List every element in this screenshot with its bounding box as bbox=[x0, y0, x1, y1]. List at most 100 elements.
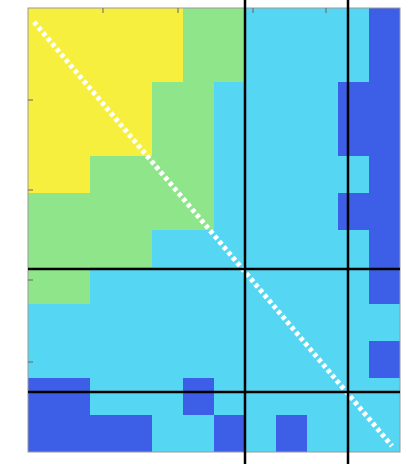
heatmap-cell bbox=[59, 45, 91, 83]
heatmap-cell bbox=[307, 156, 339, 194]
heatmap-cell bbox=[152, 341, 184, 379]
heatmap-cell bbox=[121, 119, 153, 157]
heatmap-cell bbox=[183, 415, 215, 453]
heatmap-cell bbox=[152, 82, 184, 120]
heatmap-cell bbox=[338, 267, 370, 305]
heatmap-cell bbox=[276, 230, 308, 268]
heatmap-cell bbox=[214, 8, 246, 46]
heatmap-cell bbox=[214, 193, 246, 231]
heatmap-cell bbox=[121, 378, 153, 416]
heatmap-cell bbox=[152, 193, 184, 231]
heatmap-cell bbox=[152, 8, 184, 46]
tick-marks bbox=[28, 8, 327, 363]
heatmap-cell bbox=[121, 8, 153, 46]
heatmap-cell bbox=[245, 193, 277, 231]
heatmap-cell bbox=[90, 82, 122, 120]
heatmap-cell bbox=[276, 267, 308, 305]
heatmap-cell bbox=[245, 267, 277, 305]
heatmap-cell bbox=[152, 230, 184, 268]
heatmap-cell bbox=[183, 82, 215, 120]
heatmap-cell bbox=[121, 156, 153, 194]
heatmap-cell bbox=[369, 378, 401, 416]
heatmap-cell bbox=[276, 156, 308, 194]
heatmap-cell bbox=[369, 230, 401, 268]
heatmap-cell bbox=[59, 304, 91, 342]
heatmap-cell bbox=[90, 8, 122, 46]
heatmap-cell bbox=[59, 193, 91, 231]
heatmap-cell bbox=[121, 193, 153, 231]
heatmap-cell bbox=[59, 341, 91, 379]
heatmap-cell bbox=[307, 415, 339, 453]
heatmap-cell bbox=[28, 304, 60, 342]
heatmap-cell bbox=[59, 415, 91, 453]
heatmap-cell bbox=[214, 82, 246, 120]
heatmap-cell bbox=[245, 230, 277, 268]
heatmap-cell bbox=[276, 82, 308, 120]
heatmap-cell bbox=[245, 82, 277, 120]
heatmap-cell bbox=[369, 119, 401, 157]
heatmap-cell bbox=[121, 82, 153, 120]
heatmap-cell bbox=[338, 304, 370, 342]
heatmap-cell bbox=[90, 45, 122, 83]
plot-frame bbox=[27, 7, 401, 453]
heatmap-cell bbox=[245, 415, 277, 453]
heatmap-cell bbox=[307, 119, 339, 157]
heatmap-cell bbox=[28, 267, 60, 305]
heatmap-cell bbox=[307, 378, 339, 416]
heatmap-cell bbox=[214, 230, 246, 268]
heatmap-cell bbox=[307, 8, 339, 46]
heatmap-cell bbox=[183, 230, 215, 268]
heatmap-cell bbox=[307, 193, 339, 231]
heatmap-cells bbox=[28, 8, 401, 453]
heatmap-cell bbox=[152, 304, 184, 342]
heatmap-cell bbox=[338, 8, 370, 46]
heatmap-cell bbox=[152, 378, 184, 416]
heatmap-cell bbox=[152, 267, 184, 305]
heatmap-cell bbox=[59, 230, 91, 268]
heatmap-cell bbox=[152, 156, 184, 194]
heatmap-cell bbox=[28, 230, 60, 268]
heatmap-cell bbox=[28, 156, 60, 194]
heatmap-cell bbox=[183, 156, 215, 194]
heatmap-cell bbox=[307, 230, 339, 268]
heatmap-cell bbox=[276, 193, 308, 231]
overlay bbox=[27, 0, 401, 464]
heatmap-cell bbox=[214, 378, 246, 416]
heatmap-cell bbox=[338, 193, 370, 231]
heatmap-cell bbox=[90, 230, 122, 268]
heatmap-cell bbox=[245, 45, 277, 83]
heatmap-cell bbox=[369, 45, 401, 83]
heatmap-cell bbox=[245, 378, 277, 416]
heatmap-cell bbox=[59, 267, 91, 305]
heatmap-cell bbox=[121, 341, 153, 379]
heatmap-cell bbox=[307, 304, 339, 342]
heatmap-cell bbox=[276, 45, 308, 83]
heatmap-cell bbox=[369, 193, 401, 231]
heatmap-cell bbox=[183, 267, 215, 305]
heatmap-cell bbox=[245, 119, 277, 157]
heatmap-cell bbox=[338, 230, 370, 268]
heatmap-cell bbox=[28, 193, 60, 231]
heatmap-cell bbox=[338, 119, 370, 157]
heatmap-cell bbox=[59, 378, 91, 416]
heatmap-cell bbox=[121, 267, 153, 305]
heatmap-cell bbox=[214, 341, 246, 379]
heatmap-cell bbox=[28, 45, 60, 83]
heatmap-cell bbox=[90, 378, 122, 416]
heatmap-cell bbox=[59, 119, 91, 157]
heatmap-cell bbox=[369, 156, 401, 194]
heatmap-cell bbox=[90, 193, 122, 231]
heatmap-cell bbox=[369, 341, 401, 379]
heatmap-cell bbox=[152, 45, 184, 83]
heatmap-cell bbox=[28, 82, 60, 120]
heatmap-cell bbox=[214, 45, 246, 83]
heatmap-cell bbox=[59, 82, 91, 120]
heatmap-cell bbox=[183, 45, 215, 83]
heatmap-cell bbox=[121, 415, 153, 453]
heatmap-cell bbox=[90, 341, 122, 379]
heatmap-cell bbox=[214, 119, 246, 157]
heatmap-cell bbox=[183, 8, 215, 46]
heatmap-cell bbox=[90, 156, 122, 194]
heatmap-cell bbox=[338, 378, 370, 416]
